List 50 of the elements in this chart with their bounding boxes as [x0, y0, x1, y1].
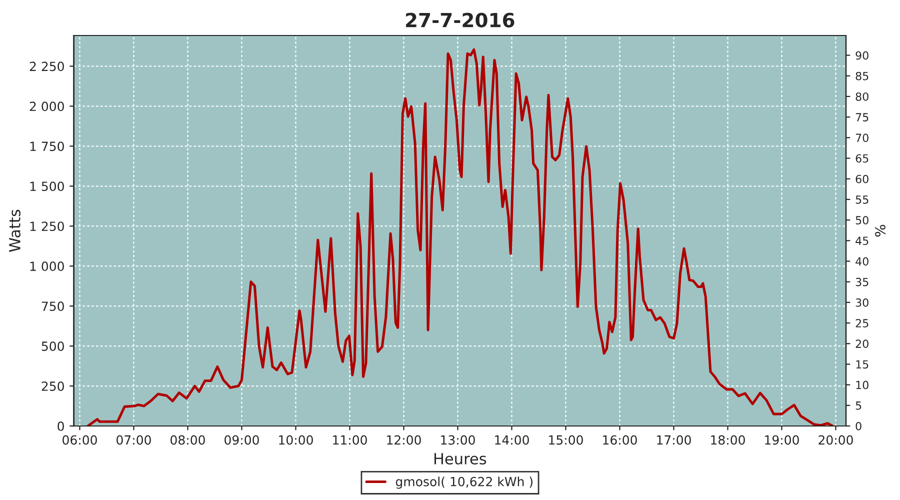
x-tick-label: 07:00 — [116, 435, 151, 445]
y-axis-title: Watts — [9, 210, 20, 252]
y2-tick-label: 80 — [856, 92, 868, 101]
y2-tick-label: 40 — [856, 257, 868, 266]
y-tick-label: 250 — [42, 381, 64, 391]
y2-tick-label: 90 — [856, 51, 868, 60]
x-tick-label: 17:00 — [657, 435, 691, 445]
y2-tick-label: 55 — [856, 196, 868, 204]
y2-tick-label: 25 — [856, 318, 868, 328]
x-tick-label: 08:00 — [170, 435, 205, 445]
x-tick-label: 19:00 — [765, 435, 799, 445]
y-tick-label: 1 750 — [30, 142, 64, 152]
y-tick-label: 2 250 — [30, 62, 64, 72]
y-tick-label: 1 500 — [30, 182, 64, 192]
x-tick-label: 06:00 — [62, 435, 97, 445]
chart-title: 27-7-2016 — [406, 12, 514, 28]
x-axis-title: Heures — [434, 453, 486, 465]
y-tick-label: 1 000 — [30, 262, 64, 272]
y2-tick-label: 60 — [856, 174, 868, 184]
y-tick-label: 0 — [58, 421, 64, 431]
y2-tick-label: 20 — [856, 340, 868, 348]
y2-tick-label: 5 — [856, 402, 862, 410]
y-tick-label: 750 — [42, 302, 64, 311]
y2-tick-label: 0 — [856, 422, 862, 430]
x-tick-label: 11:00 — [333, 435, 367, 445]
y-tick-label: 1 250 — [30, 222, 64, 232]
y2-axis-title: % — [874, 224, 886, 237]
x-tick-label: 15:00 — [549, 435, 583, 445]
y2-tick-label: 10 — [856, 380, 868, 390]
y2-tick-label: 75 — [856, 113, 868, 122]
y2-tick-label: 70 — [856, 134, 868, 142]
y2-tick-label: 65 — [856, 154, 868, 163]
y2-tick-label: 85 — [856, 72, 868, 80]
x-tick-label: 18:00 — [711, 435, 745, 445]
y-tick-label: 500 — [42, 342, 64, 351]
x-tick-label: 12:00 — [387, 435, 421, 445]
x-tick-label: 10:00 — [279, 435, 313, 445]
x-tick-label: 16:00 — [603, 435, 637, 445]
line-series — [86, 48, 834, 426]
y2-tick-label: 30 — [856, 298, 868, 307]
y-tick-label: 2 000 — [30, 102, 64, 112]
legend-label: gmosol( 10,622 kWh ) — [396, 476, 532, 489]
x-tick-label: 14:00 — [495, 435, 529, 445]
x-tick-label: 09:00 — [224, 435, 259, 445]
x-tick-label: 13:00 — [441, 435, 475, 445]
y2-tick-label: 45 — [856, 236, 868, 246]
y2-tick-label: 50 — [856, 216, 868, 224]
x-tick-label: 20:00 — [818, 435, 853, 445]
y2-tick-label: 15 — [856, 360, 868, 369]
y2-tick-label: 35 — [856, 278, 868, 286]
